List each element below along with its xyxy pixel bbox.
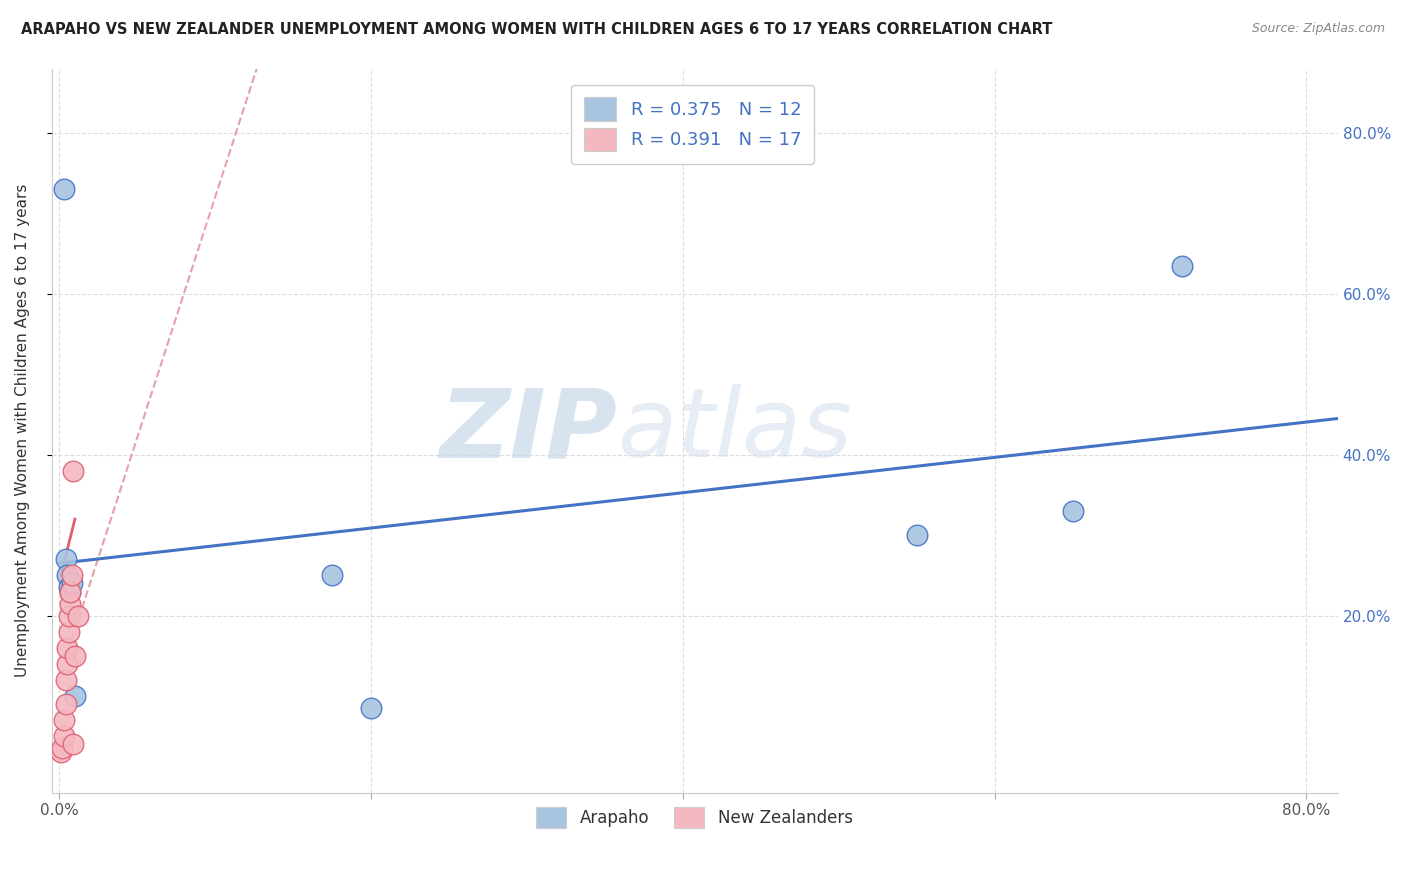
Point [58, 608, 80, 623]
Point [49, 746, 72, 760]
Point [62, 738, 84, 752]
Point [56, 568, 79, 582]
Point [55, 673, 77, 687]
Point [55, 552, 77, 566]
Point [59, 597, 82, 611]
Point [53, 729, 76, 743]
Point [58, 624, 80, 639]
Point [53, 713, 76, 727]
Point [51, 741, 73, 756]
Text: Source: ZipAtlas.com: Source: ZipAtlas.com [1251, 22, 1385, 36]
Point [55, 697, 77, 711]
Text: ZIP: ZIP [440, 384, 617, 477]
Point [321, 568, 343, 582]
Point [66, 608, 89, 623]
Legend: Arapaho, New Zealanders: Arapaho, New Zealanders [530, 800, 859, 835]
Point [62, 464, 84, 478]
Y-axis label: Unemployment Among Women with Children Ages 6 to 17 years: Unemployment Among Women with Children A… [15, 184, 30, 677]
Point [63, 689, 86, 703]
Point [905, 528, 928, 542]
Text: ARAPAHO VS NEW ZEALANDER UNEMPLOYMENT AMONG WOMEN WITH CHILDREN AGES 6 TO 17 YEA: ARAPAHO VS NEW ZEALANDER UNEMPLOYMENT AM… [21, 22, 1053, 37]
Point [58, 581, 80, 595]
Point [59, 584, 82, 599]
Point [53, 182, 76, 196]
Point [59, 584, 82, 599]
Point [1062, 504, 1084, 518]
Point [56, 657, 79, 671]
Point [60, 576, 83, 591]
Point [360, 701, 382, 715]
Point [56, 640, 79, 655]
Text: atlas: atlas [617, 384, 852, 477]
Point [60, 568, 83, 582]
Point [63, 648, 86, 663]
Point [1171, 259, 1194, 273]
